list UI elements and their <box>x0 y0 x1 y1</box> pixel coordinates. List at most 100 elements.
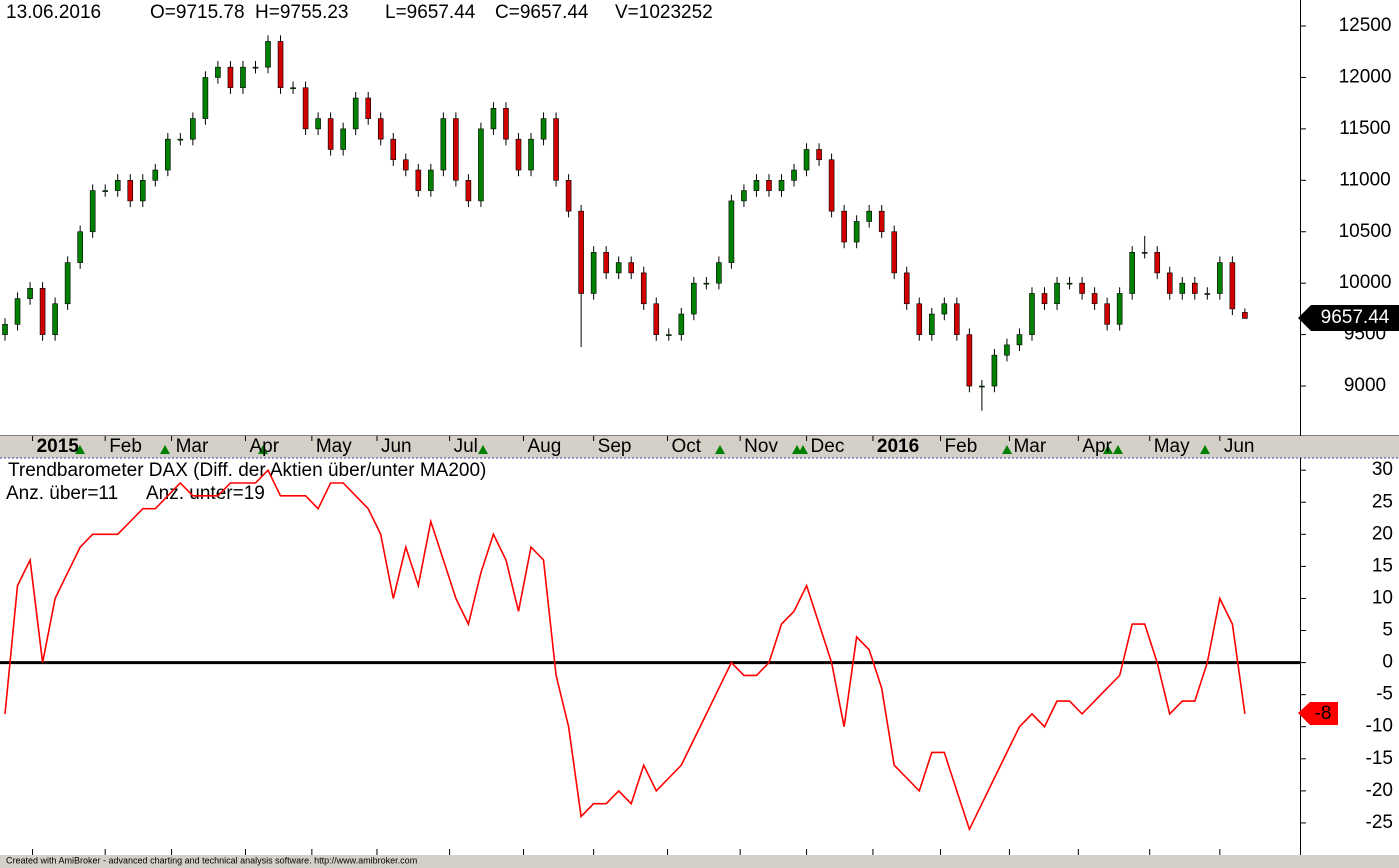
candle-body <box>728 200 735 263</box>
x-tick-label: Jun <box>381 436 412 457</box>
candle-body <box>402 159 409 171</box>
candle-body <box>903 272 910 305</box>
footer-text: Created with AmiBroker - advanced charti… <box>6 855 417 865</box>
candle-body <box>665 334 672 336</box>
candle-body <box>265 41 271 68</box>
candle-body <box>102 190 109 192</box>
candle-body <box>377 118 384 140</box>
candle-body <box>1229 262 1236 310</box>
candle-body <box>941 303 948 315</box>
x-tick-label: Mar <box>176 436 209 457</box>
candle-body <box>1041 293 1048 305</box>
x-tick-label: Oct <box>672 436 702 457</box>
candle-body <box>1066 282 1073 285</box>
candle-body <box>390 138 397 161</box>
candle-body <box>490 108 497 130</box>
candle-body <box>77 231 83 263</box>
signal-marker <box>1113 445 1123 454</box>
candle-body <box>916 303 923 335</box>
candle-body <box>540 118 547 140</box>
candle-body <box>678 313 685 335</box>
candle-body <box>1242 312 1248 319</box>
candle-body <box>578 210 584 294</box>
candle-body <box>114 180 121 191</box>
x-tick-label: 2016 <box>877 436 919 457</box>
candle-body <box>352 97 359 130</box>
candle-body <box>1129 252 1135 294</box>
candle-body <box>1141 252 1148 254</box>
last-value-tag <box>1298 702 1338 725</box>
indicator-over: Anz. über=11 <box>6 483 118 504</box>
candle-body <box>89 190 96 233</box>
y-tick-label: -20 <box>1366 780 1393 801</box>
candle-body <box>741 190 747 202</box>
last-value-label: -8 <box>1315 703 1332 724</box>
signal-marker <box>1002 445 1012 454</box>
candle-body <box>365 97 372 119</box>
info-text: C=9657.44 <box>495 2 589 23</box>
candle-body <box>252 66 259 69</box>
candle-body <box>528 138 534 171</box>
x-tick-label: Feb <box>945 436 978 457</box>
y-tick-label: -15 <box>1366 748 1393 769</box>
candle-body <box>816 149 822 161</box>
indicator-title: Trendbarometer DAX (Diff. der Aktien übe… <box>8 460 486 481</box>
x-tick-label: Jun <box>1224 436 1255 457</box>
y-tick-label: 20 <box>1372 523 1393 544</box>
last-price-tag <box>1298 305 1399 331</box>
y-tick-label: 5 <box>1382 620 1393 641</box>
y-tick-label: 15 <box>1372 555 1393 576</box>
y-tick-label: 11000 <box>1339 169 1390 190</box>
candle-body <box>428 169 434 191</box>
candle-body <box>866 210 872 222</box>
signal-marker <box>478 445 488 454</box>
y-tick-label: 10000 <box>1339 272 1392 293</box>
y-tick-label: 10500 <box>1339 221 1392 242</box>
candle-body <box>240 66 246 89</box>
candle-body <box>628 262 635 274</box>
x-tick-label: Jul <box>454 436 478 457</box>
candle-body <box>415 169 422 191</box>
x-tick-label: Dec <box>811 436 845 457</box>
y-tick-label: 9000 <box>1344 375 1386 396</box>
indicator-line <box>4 468 1246 832</box>
candle-body <box>2 324 8 335</box>
x-tick-label: Nov <box>744 436 778 457</box>
signal-marker <box>1103 445 1113 454</box>
candle-body <box>766 180 772 191</box>
candle-body <box>1079 282 1085 294</box>
x-tick-label: May <box>316 436 352 457</box>
candle-body <box>515 138 522 171</box>
candle-body <box>828 159 835 212</box>
candle-body <box>954 303 960 335</box>
candle-body <box>39 288 46 335</box>
info-text: L=9657.44 <box>385 2 476 23</box>
candle-body <box>891 231 898 274</box>
candle-body <box>603 252 609 274</box>
candle-body <box>277 41 284 89</box>
candle-body <box>227 66 234 89</box>
candle-body <box>127 180 134 202</box>
x-tick-label: Feb <box>109 436 142 457</box>
candle-body <box>979 385 985 388</box>
candle-body <box>653 303 660 335</box>
candle-body <box>190 118 196 140</box>
candle-body <box>1054 282 1060 305</box>
candle-body <box>1179 282 1186 294</box>
candle-body <box>640 272 647 305</box>
candle-body <box>753 180 760 191</box>
candle-body <box>1166 272 1173 294</box>
candle-body <box>553 118 559 181</box>
info-text: H=9755.23 <box>255 2 349 23</box>
y-tick-label: 10 <box>1372 587 1393 608</box>
x-tick-label: Apr <box>249 436 279 457</box>
x-tick-label: Mar <box>1013 436 1046 457</box>
candle-body <box>202 77 209 119</box>
candle-body <box>703 282 710 285</box>
candle-body <box>440 118 447 171</box>
signal-marker <box>75 445 85 454</box>
candle-body <box>215 66 221 78</box>
candle-body <box>52 303 58 335</box>
candle-body <box>590 252 597 294</box>
candle-body <box>1217 262 1223 294</box>
